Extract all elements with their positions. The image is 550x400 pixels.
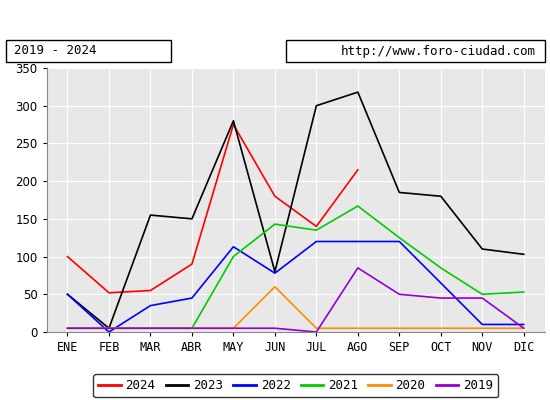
Legend: 2024, 2023, 2022, 2021, 2020, 2019: 2024, 2023, 2022, 2021, 2020, 2019 (93, 374, 498, 397)
Bar (286, 40, 544, 62)
Bar (6, 40, 170, 62)
Text: Evolucion Nº Turistas Nacionales en el municipio de Sayatón: Evolucion Nº Turistas Nacionales en el m… (6, 11, 544, 27)
Text: 2019 - 2024: 2019 - 2024 (14, 44, 96, 58)
Text: http://www.foro-ciudad.com: http://www.foro-ciudad.com (341, 44, 536, 58)
